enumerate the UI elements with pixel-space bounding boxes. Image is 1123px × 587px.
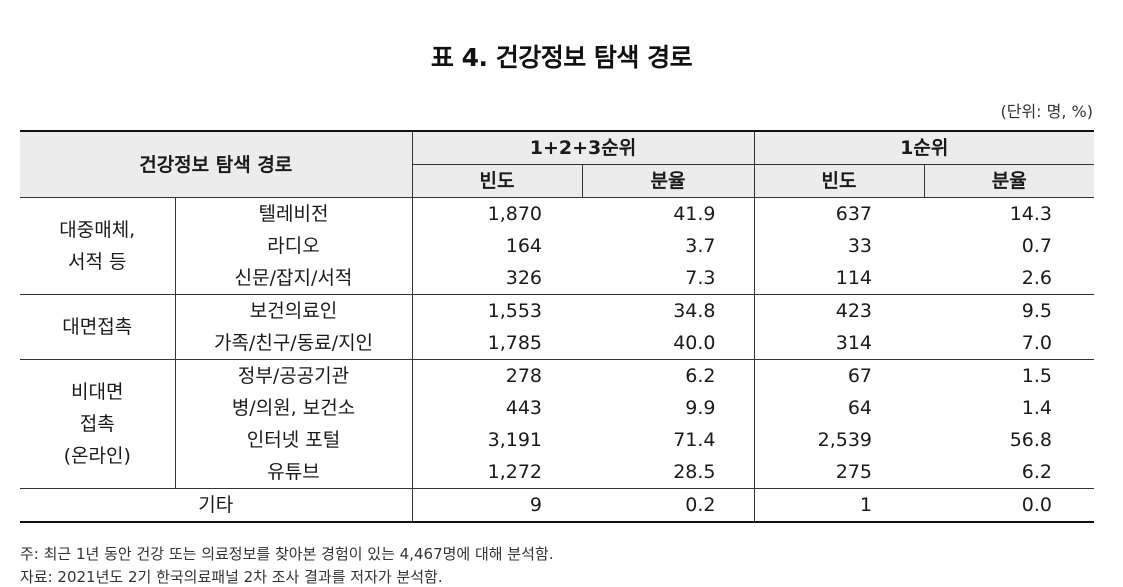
cell-ratio-top1: 1.4 <box>1021 397 1053 419</box>
cell-freq-top1: 637 <box>835 203 873 225</box>
cell-ratio-top1: 7.0 <box>924 327 1095 360</box>
cell-freq-top1: 64 <box>847 397 873 419</box>
cell-ratio-top1: 9.5 <box>1021 300 1053 322</box>
cell-freq-top1: 33 <box>847 235 873 257</box>
cell-freq-top3: 278 <box>505 365 543 387</box>
cell-freq-top3: 326 <box>412 262 583 295</box>
cell-ratio-top1: 2.6 <box>924 262 1095 295</box>
row-label: 보건의료인 <box>175 294 413 327</box>
group-label-face-to-face: 대면접촉 <box>20 294 176 360</box>
search-path-table: 건강정보 탐색 경로 1+2+3순위 1순위 빈도 분율 빈도 분율 대중매체,… <box>20 130 1095 523</box>
cell-ratio-top3: 41.9 <box>582 197 755 230</box>
group-label-online: 비대면 접촉 (온라인) <box>20 359 176 489</box>
header-group-top3: 1+2+3순위 <box>412 131 755 165</box>
cell-freq-top1: 2,539 <box>817 429 873 451</box>
row-label: 라디오 <box>175 230 413 262</box>
header-ratio-top3: 분율 <box>582 164 755 198</box>
cell-ratio-top3: 0.2 <box>582 488 755 523</box>
cell-freq-top3: 1,272 <box>412 456 583 489</box>
row-label: 정부/공공기관 <box>175 359 413 392</box>
header-ratio-top1: 분율 <box>924 164 1095 198</box>
cell-ratio-top1: 14.3 <box>1009 203 1053 225</box>
cell-ratio-top1: 0.7 <box>1021 235 1053 257</box>
cell-freq-top1: 114 <box>754 262 925 295</box>
cell-freq-top1: 314 <box>754 327 925 360</box>
cell-ratio-top3: 28.5 <box>582 456 755 489</box>
group-label-mass-media: 대중매체, 서적 등 <box>20 197 176 295</box>
cell-ratio-top3: 71.4 <box>582 424 755 456</box>
cell-freq-top3: 1,553 <box>487 300 543 322</box>
unit-label: (단위: 명, %) <box>1000 102 1094 121</box>
cell-freq-top3: 1,785 <box>412 327 583 360</box>
header-corner: 건강정보 탐색 경로 <box>20 131 413 198</box>
header-freq-top3: 빈도 <box>412 164 583 198</box>
cell-freq-top3: 443 <box>505 397 543 419</box>
cell-ratio-top3: 7.3 <box>582 262 755 295</box>
cell-ratio-top3: 40.0 <box>582 327 755 360</box>
cell-freq-top1: 423 <box>835 300 873 322</box>
row-label: 신문/잡지/서적 <box>175 262 413 295</box>
cell-ratio-top3: 6.2 <box>582 359 755 392</box>
table-note: 주: 최근 1년 동안 건강 또는 의료정보를 찾아본 경험이 있는 4,467… <box>20 545 554 563</box>
cell-freq-top1: 275 <box>754 456 925 489</box>
row-label: 병/의원, 보건소 <box>175 392 413 424</box>
cell-ratio-top1: 1.5 <box>1021 365 1053 387</box>
cell-ratio-top1: 6.2 <box>924 456 1095 489</box>
table-title: 표 4. 건강정보 탐색 경로 <box>430 43 693 72</box>
row-label: 가족/친구/동료/지인 <box>175 327 413 360</box>
cell-ratio-top3: 3.7 <box>582 230 755 262</box>
header-freq-top1: 빈도 <box>754 164 925 198</box>
cell-ratio-top3: 9.9 <box>582 392 755 424</box>
cell-freq-top3: 1,870 <box>487 203 543 225</box>
cell-freq-top1: 67 <box>847 365 873 387</box>
cell-ratio-top3: 34.8 <box>582 294 755 327</box>
cell-freq-top3: 3,191 <box>487 429 543 451</box>
row-label: 인터넷 포털 <box>175 424 413 456</box>
header-group-top1: 1순위 <box>754 131 1095 165</box>
row-label: 텔레비전 <box>175 197 413 230</box>
cell-ratio-top1: 0.0 <box>924 488 1095 523</box>
cell-freq-top3: 9 <box>412 488 583 523</box>
cell-freq-top1: 1 <box>754 488 925 523</box>
row-label: 유튜브 <box>175 456 413 489</box>
cell-freq-top3: 164 <box>505 235 543 257</box>
row-label-other: 기타 <box>20 488 413 523</box>
cell-ratio-top1: 56.8 <box>1009 429 1053 451</box>
table-source: 자료: 2021년도 2기 한국의료패널 2차 조사 결과를 저자가 분석함. <box>20 568 443 586</box>
